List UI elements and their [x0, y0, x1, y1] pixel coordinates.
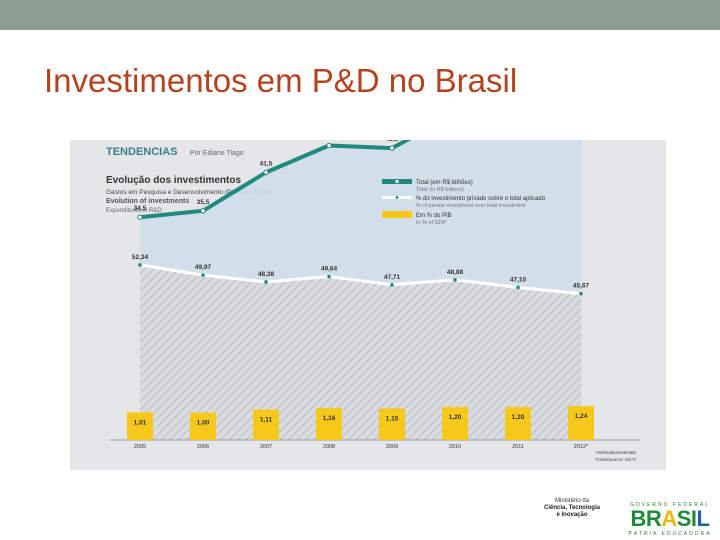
figure-heading: Evolução dos investimentos	[106, 175, 241, 186]
bar-label-2012*: 1,24	[575, 413, 588, 420]
gov-word-part-2: A	[661, 506, 677, 531]
bar-pib-2005	[127, 412, 153, 440]
bar-label-2011: 1,20	[512, 414, 525, 421]
governo-federal-logo: GOVERNO FEDERAL BRASIL PÁTRIA EDUCADORA	[622, 502, 718, 538]
ministry-line-1: Ministério da	[554, 498, 589, 504]
footer-logos: Ministério da Ciência, Tecnologia e Inov…	[540, 498, 720, 540]
label-private-2005: 52,34	[132, 254, 149, 261]
figure-subheading-en-bold: Evolution of investments	[106, 198, 189, 205]
label-private-2010: 48,88	[447, 269, 464, 276]
slide-title: Investimentos em P&D no Brasil	[44, 62, 518, 99]
legend-label-private: % do investimento privado sobre o total …	[416, 196, 546, 202]
gov-bottom-text: PÁTRIA EDUCADORA	[628, 531, 712, 537]
bar-label-2007: 1,11	[260, 417, 273, 424]
label-total-2006: 35,5	[197, 199, 210, 206]
legend-label-pib: Em % do PIB	[416, 213, 452, 219]
point-total-2005	[137, 214, 143, 220]
label-private-2009: 47,71	[384, 274, 401, 281]
bar-pib-2010	[442, 407, 468, 440]
gov-brasil-word: BRASIL	[622, 508, 718, 530]
legend-dot-private	[395, 196, 399, 199]
gov-top-text: GOVERNO FEDERAL	[629, 502, 710, 508]
point-private-2009	[390, 283, 394, 287]
point-private-2010	[453, 278, 457, 282]
label-private-2008: 49,64	[321, 266, 338, 273]
point-private-2012*	[579, 291, 583, 296]
series-line-private	[139, 263, 582, 296]
x-tick-2005: 2005	[134, 444, 146, 450]
figure-subheading-pt: Gastos em Pesquisa e Desenvolvimento (P&…	[106, 189, 270, 196]
x-tick-2010: 2010	[449, 444, 461, 450]
label-private-2011: 47,10	[510, 276, 527, 283]
top-header-bar	[0, 0, 720, 30]
ministry-logo: Ministério da Ciência, Tecnologia e Inov…	[540, 498, 604, 519]
point-private-2005	[138, 263, 142, 267]
chart-legend: Total (em R$ bilhões)Total (in R$ billio…	[382, 179, 546, 226]
chart-plot-area: 1,01 1,00 1,11 1,16 1,15 1,20 1,20 1,24 52,34 49,…	[110, 140, 640, 462]
bar-pib-2009	[379, 408, 405, 440]
legend-label-private-en: % of private investment over total inves…	[416, 203, 526, 209]
x-tick-2012*: 2012*	[574, 444, 589, 450]
chart-note: *estimativa/estimate	[596, 450, 637, 455]
point-total-2009	[389, 145, 395, 151]
point-private-2006	[201, 273, 205, 277]
gov-word-part-3: S	[676, 506, 692, 531]
label-total-2009: 45,3	[386, 140, 399, 143]
label-private-2006: 49,97	[195, 264, 212, 271]
bar-label-2005: 1,01	[134, 419, 147, 426]
total-band-area	[140, 140, 581, 294]
point-private-2008	[327, 274, 331, 279]
chart-figure: TENDENCIAS Por Ediane Tiago Evolução dos…	[70, 140, 666, 470]
figure-byline: Por Ediane Tiago	[190, 150, 244, 157]
series-line-total	[139, 140, 412, 220]
gov-word-part-4: I	[690, 506, 697, 531]
legend-label-total: Total (em R$ bilhões)	[416, 180, 473, 186]
hatched-area	[140, 264, 581, 440]
point-private-2007	[264, 280, 268, 284]
gov-word-part-5: L	[696, 506, 710, 531]
chart-source: Fonte/Source: MCTI	[595, 457, 636, 462]
bar-pib-2008	[316, 408, 342, 440]
bar-pib-2006	[190, 412, 216, 440]
figure-section-label: TENDENCIAS	[106, 146, 178, 158]
bar-label-2009: 1,15	[386, 415, 399, 422]
point-private-2011	[516, 285, 520, 290]
x-tick-2009: 2009	[386, 444, 398, 450]
label-total-2005: 34,5	[134, 205, 147, 212]
x-tick-2006: 2006	[197, 444, 209, 450]
chart-svg: TENDENCIAS Por Ediane Tiago Evolução dos…	[70, 140, 666, 470]
x-tick-2008: 2008	[323, 444, 335, 450]
legend-label-pib-en: In % of GDP	[416, 220, 447, 226]
point-total-2006	[200, 208, 206, 214]
bar-label-2008: 1,16	[323, 415, 336, 422]
legend-dot-total	[395, 179, 399, 184]
bar-label-2010: 1,20	[449, 414, 462, 421]
point-total-2008	[326, 142, 332, 149]
bar-pib-2007	[253, 409, 279, 440]
legend-label-total-en: Total (in R$ billions)	[416, 187, 464, 193]
label-total-2008: 45,7	[323, 140, 336, 141]
figure-subheading-en: Expenditures in R&D	[106, 208, 162, 214]
bar-pib-2011	[505, 407, 531, 440]
point-total-2007	[263, 169, 269, 176]
bar-pib-2012*	[568, 406, 594, 440]
label-private-2012*: 45,67	[573, 283, 590, 290]
legend-swatch-pib	[382, 211, 412, 218]
ministry-line-2: Ciência, Tecnologia	[544, 505, 600, 511]
gov-word-part-1: BR	[630, 506, 662, 531]
label-private-2007: 48,38	[258, 271, 275, 278]
x-tick-2007: 2007	[260, 444, 272, 450]
bar-label-2006: 1,00	[197, 420, 210, 427]
x-tick-2011: 2011	[512, 444, 524, 450]
ministry-line-3: e Inovação	[556, 512, 588, 518]
label-total-2007: 41,5	[260, 160, 273, 167]
